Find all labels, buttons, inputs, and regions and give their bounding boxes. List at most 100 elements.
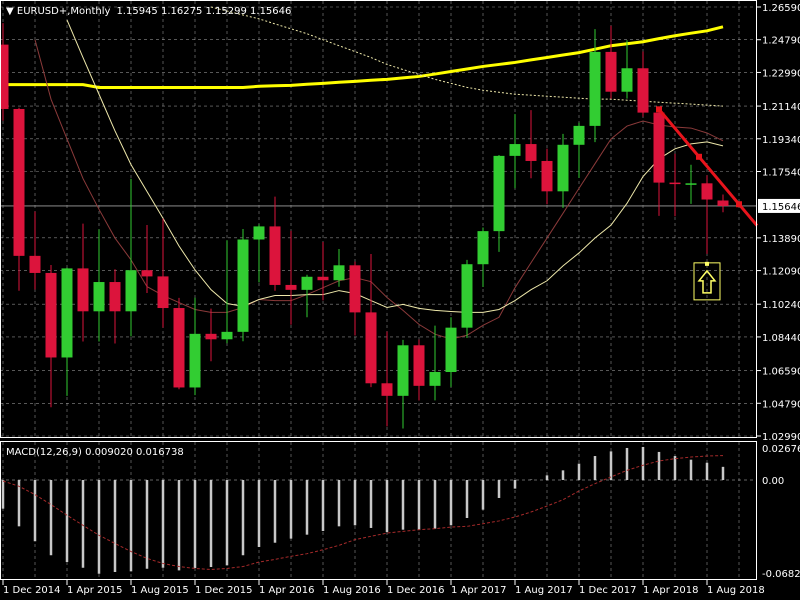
bearish-candle xyxy=(381,383,393,396)
price-tick-label: 1.02990 xyxy=(762,432,800,443)
bullish-candle xyxy=(493,155,505,232)
main-panel-border xyxy=(0,0,757,438)
date-tick-label: 1 Apr 2016 xyxy=(259,585,314,596)
macd-tick-label: 0.00 xyxy=(762,476,784,487)
symbol-timeframe: EURUSD+,Monthly xyxy=(17,6,111,17)
date-tick-label: 1 Aug 2018 xyxy=(707,585,765,596)
price-tick-label: 1.06590 xyxy=(762,367,800,378)
arrow-marker-anchor xyxy=(705,261,709,266)
ohlc-values: 1.15945 1.16275 1.15299 1.15646 xyxy=(116,6,291,17)
bullish-candle xyxy=(125,270,137,312)
bullish-candle xyxy=(237,239,249,332)
trendline-anchor xyxy=(736,201,742,208)
price-tick-label: 1.26590 xyxy=(762,3,800,14)
candles xyxy=(0,23,729,429)
date-tick-label: 1 Dec 2017 xyxy=(579,585,637,596)
chart-objects xyxy=(656,106,759,301)
bullish-candle xyxy=(221,331,233,340)
bullish-candle xyxy=(589,51,601,126)
price-tick-label: 1.22990 xyxy=(762,68,800,79)
date-tick-label: 1 Apr 2015 xyxy=(67,585,122,596)
bullish-candle xyxy=(253,226,265,240)
bearish-candle xyxy=(317,276,329,281)
bearish-candle xyxy=(109,282,121,312)
trendline xyxy=(657,108,759,227)
date-tick-label: 1 Apr 2018 xyxy=(643,585,698,596)
bearish-candle xyxy=(669,182,681,185)
bearish-candle xyxy=(285,284,297,290)
date-tick-label: 1 Apr 2017 xyxy=(451,585,506,596)
bearish-candle xyxy=(717,200,729,206)
bullish-candle xyxy=(509,144,521,156)
bearish-candle xyxy=(525,144,537,161)
bearish-candle xyxy=(365,312,377,384)
moving-average-line-ma_mid xyxy=(66,19,724,313)
price-tick-label: 1.04790 xyxy=(762,399,800,410)
bullish-candle xyxy=(445,327,457,373)
triangle-down-icon[interactable]: ▼ xyxy=(6,6,17,17)
bullish-candle xyxy=(685,183,697,185)
bearish-candle xyxy=(349,265,361,313)
bullish-candle xyxy=(573,125,585,145)
bullish-candle xyxy=(397,345,409,396)
bearish-candle xyxy=(605,51,617,92)
bullish-candle xyxy=(557,144,569,192)
bearish-candle xyxy=(13,108,25,256)
moving-averages xyxy=(3,6,724,340)
date-tick-label: 1 Dec 2015 xyxy=(195,585,253,596)
date-tick-label: 1 Aug 2016 xyxy=(323,585,381,596)
date-tick-label: 1 Dec 2014 xyxy=(3,585,61,596)
bullish-candle xyxy=(621,68,633,92)
moving-average-line-ma_fast xyxy=(34,39,724,340)
bullish-candle xyxy=(333,265,345,281)
bearish-candle xyxy=(157,276,169,309)
current-price-label: 1.15646 xyxy=(762,202,800,213)
bearish-candle xyxy=(637,68,649,113)
bearish-candle xyxy=(541,160,553,192)
bullish-candle xyxy=(189,333,201,388)
bearish-candle xyxy=(77,268,89,312)
bearish-candle xyxy=(141,270,153,277)
macd-tick-label: -0.068234 xyxy=(762,569,800,580)
date-tick-label: 1 Aug 2017 xyxy=(515,585,573,596)
moving-average-line-ma_slow_thick xyxy=(3,25,724,90)
bearish-candle xyxy=(205,333,217,340)
macd-panel-border xyxy=(0,441,757,580)
bearish-candle xyxy=(29,255,41,273)
current-price-badge xyxy=(758,198,800,213)
price-tick-label: 1.17540 xyxy=(762,168,800,179)
bearish-candle xyxy=(173,308,185,388)
date-tick-label: 1 Aug 2015 xyxy=(131,585,189,596)
bearish-candle xyxy=(701,183,713,200)
bearish-candle xyxy=(269,226,281,285)
trendline-anchor xyxy=(696,153,702,160)
price-tick-label: 1.19340 xyxy=(762,135,800,146)
bearish-candle xyxy=(45,272,57,358)
grid xyxy=(0,1,757,580)
price-tick-label: 1.10240 xyxy=(762,300,800,311)
macd-signal-line xyxy=(2,455,724,570)
bearish-candle xyxy=(653,112,665,183)
bullish-candle xyxy=(461,264,473,328)
arrow-up-icon xyxy=(697,269,717,294)
bullish-candle xyxy=(61,268,73,358)
bearish-candle xyxy=(413,345,425,386)
macd-panel xyxy=(0,446,757,574)
price-tick-label: 1.21140 xyxy=(762,102,800,113)
bullish-candle xyxy=(429,372,441,386)
axes: 1.26590 1.24790 1.22990 1.21140 1.19340 1.175… xyxy=(2,3,800,596)
price-tick-label: 1.24790 xyxy=(762,36,800,47)
bearish-candle xyxy=(0,44,9,109)
chart-header: ▼ EURUSD+,Monthly 1.15945 1.16275 1.15299… xyxy=(6,6,291,17)
bullish-candle xyxy=(477,231,489,265)
price-tick-label: 1.13890 xyxy=(762,234,800,245)
bullish-candle xyxy=(93,282,105,312)
macd-tick-label: 0.026768 xyxy=(762,444,800,455)
date-tick-label: 1 Dec 2016 xyxy=(387,585,445,596)
macd-title: MACD(12,26,9) 0.009020 0.016738 xyxy=(6,447,184,458)
price-tick-label: 1.08440 xyxy=(762,333,800,344)
trendline-anchor xyxy=(656,106,662,113)
bullish-candle xyxy=(301,276,313,290)
price-tick-label: 1.12090 xyxy=(762,267,800,278)
